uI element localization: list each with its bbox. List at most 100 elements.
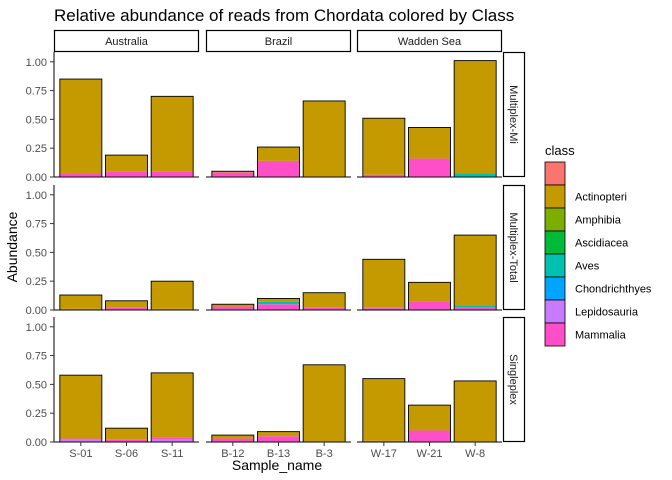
bar-segment-actinopteri (151, 96, 194, 172)
bar-segment-actinopteri (211, 304, 254, 307)
col-strip (356, 29, 503, 53)
bar-segment-actinopteri (105, 428, 148, 440)
row-strip-label: Multiplex-Total (507, 212, 519, 282)
bar-segment-mammalia (105, 439, 148, 442)
x-tick-label: B-3 (316, 448, 333, 460)
bar-segment-actinopteri (408, 405, 451, 431)
y-tick-label: 0.00 (26, 305, 47, 317)
bar-outline (302, 292, 346, 311)
col-strip-label: Wadden Sea (398, 36, 462, 48)
bar-segment-aves (257, 301, 300, 305)
y-tick-label: 0.50 (26, 114, 47, 126)
y-tick-label: 1.00 (26, 57, 47, 69)
bar-segment-mammalia (408, 158, 451, 177)
legend-key (544, 299, 566, 324)
bar-outline (362, 258, 406, 311)
y-tick-label: 0.00 (26, 172, 47, 184)
bar-segment-actinopteri (362, 378, 405, 441)
bar-outline (105, 300, 148, 311)
bar-outline (150, 95, 194, 178)
legend-label: Aves (575, 261, 600, 273)
legend: class Actinopteri Amphibia Ascidiacea Aves C… (544, 143, 652, 347)
bar-segment-actinopteri (362, 259, 405, 308)
bar-segment-actinopteri (362, 118, 405, 175)
bar-segment-actinopteri (454, 380, 497, 442)
x-tick-label: S-01 (69, 448, 92, 460)
bar-segment-mammalia (362, 440, 405, 442)
bar-outline (362, 117, 406, 178)
bar-segment-actinopteri (454, 60, 497, 174)
bar-outline (211, 303, 255, 311)
legend-key (544, 184, 566, 209)
x-tick-label: S-06 (115, 448, 138, 460)
bar-segment-actinopteri (454, 235, 497, 306)
chart-title: Relative abundance of reads from Chordat… (54, 6, 514, 25)
bar-outline (150, 280, 194, 311)
legend-key (544, 253, 566, 278)
y-tick-label: 1.00 (26, 190, 47, 202)
bar-outline (105, 154, 148, 178)
bar-segment-actinopteri (105, 155, 148, 172)
row-strip (502, 184, 526, 311)
bar-segment-actinopteri (105, 300, 148, 308)
bar-segment-mammalia (257, 436, 300, 442)
col-strip (205, 29, 352, 53)
bar-segment-actinopteri (59, 375, 102, 439)
bar-segment-mammalia (59, 308, 102, 310)
bar-segment-lepidosauria (59, 439, 102, 442)
bar-segment-actinopteri (211, 435, 254, 439)
bar-segment-mammalia (105, 307, 148, 310)
legend-label: Actinopteri (575, 192, 627, 204)
legend-key (544, 161, 566, 186)
y-tick-label: 0.00 (26, 437, 47, 449)
col-strip-label: Australia (105, 36, 149, 48)
y-tick-label: 0.75 (26, 351, 47, 363)
legend-key (544, 322, 566, 347)
bar-segment-actinopteri (151, 281, 194, 309)
bar-segment-lepidosauria (151, 439, 194, 442)
col-strip-label: Brazil (265, 36, 293, 48)
bar-outline (302, 100, 346, 178)
x-axis-title: Sample_name (232, 457, 322, 473)
row-strip-label: Multiplex-Mi (507, 85, 519, 144)
bar-segment-mammalia (105, 171, 148, 177)
bar-segment-actinopteri (303, 364, 346, 442)
bar-segment-actinopteri (257, 147, 300, 161)
bar-segment-actinopteri (257, 431, 300, 437)
bar-outline (59, 78, 103, 178)
bar-segment-mammalia (408, 430, 451, 442)
bar-segment-actinopteri (151, 372, 194, 438)
row-strip-label: Singleplex (507, 354, 519, 405)
col-strip (53, 29, 200, 53)
legend-title: class (545, 143, 575, 158)
x-tick-label: S-11 (161, 448, 183, 460)
bar-segment-actinopteri (303, 292, 346, 308)
bar-segment-actinopteri (408, 127, 451, 159)
x-tick-label: B-12 (221, 448, 244, 460)
row-strip (502, 316, 526, 443)
row-strip (502, 51, 526, 178)
bar-segment-mammalia (211, 438, 254, 442)
bar-segment-actinopteri (211, 171, 254, 173)
bar-segment-actinopteri (59, 79, 102, 174)
bar-segment-aves (454, 305, 497, 308)
legend-key (544, 230, 566, 255)
y-tick-label: 0.75 (26, 86, 47, 98)
y-tick-label: 0.50 (26, 247, 47, 259)
bar-outline (257, 298, 300, 311)
legend-label: Amphibia (575, 215, 622, 227)
bar-segment-mammalia (211, 172, 254, 177)
bar-segment-mammalia (59, 438, 102, 440)
bar-segment-actinopteri (257, 298, 300, 302)
y-tick-label: 0.25 (26, 408, 47, 420)
bar-segment-mammalia (211, 306, 254, 310)
y-tick-label: 0.25 (26, 143, 47, 155)
legend-label: Ascidiacea (575, 238, 629, 250)
bar-segment-mammalia (257, 160, 300, 177)
y-axis-title: Abundance (4, 211, 20, 282)
y-tick-label: 0.25 (26, 276, 47, 288)
legend-label: Mammalia (575, 330, 627, 342)
bar-segment-chondrichthyes (362, 308, 405, 310)
bar-segment-mammalia (454, 307, 497, 310)
